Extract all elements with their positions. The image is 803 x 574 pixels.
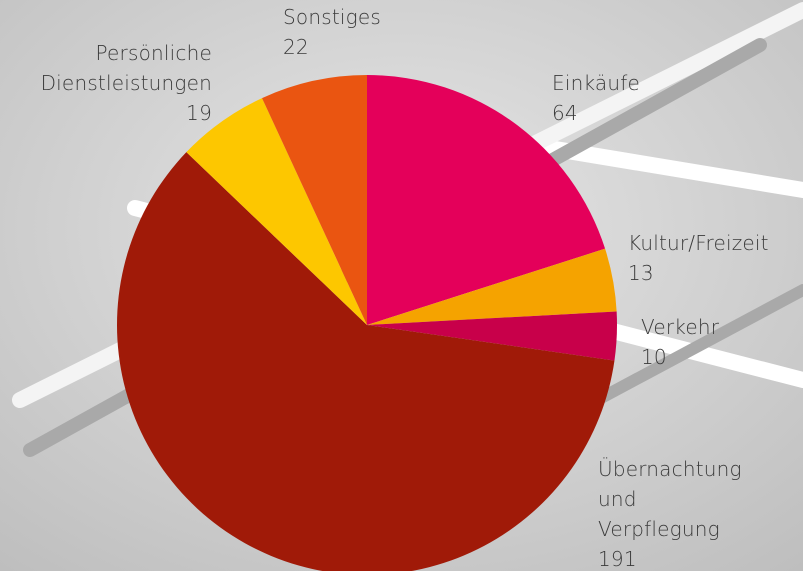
category-label: Übernachtung und Verpflegung — [598, 457, 742, 541]
slice-label: Übernachtung und Verpflegung 191 — [598, 454, 758, 574]
pie-slice — [186, 98, 367, 326]
category-label: Einkäufe — [552, 71, 640, 95]
value-label: 22 — [283, 35, 309, 59]
pie-slice — [367, 75, 606, 325]
value-label: 191 — [598, 547, 637, 571]
pie-slice — [367, 311, 618, 361]
slice-label: Einkäufe 64 — [552, 68, 752, 128]
category-label: Sonstiges — [283, 5, 381, 29]
slice-label: Persönliche Dienstleistungen 19 — [32, 38, 212, 128]
value-label: 64 — [552, 101, 578, 125]
slice-label: Sonstiges 22 — [283, 2, 433, 62]
pie-slice — [262, 75, 367, 325]
value-label: 10 — [641, 345, 667, 369]
category-label: Kultur/Freizeit — [628, 231, 769, 255]
category-label: Verkehr — [641, 315, 720, 339]
category-label: Persönliche Dienstleistungen — [40, 41, 212, 95]
slice-label: Verkehr 10 — [641, 312, 791, 372]
slice-label: Kultur/Freizeit 13 — [628, 228, 803, 288]
value-label: 13 — [628, 261, 654, 285]
value-label: 19 — [186, 101, 212, 125]
pie-slice — [367, 248, 617, 325]
pie-slice — [117, 152, 615, 571]
